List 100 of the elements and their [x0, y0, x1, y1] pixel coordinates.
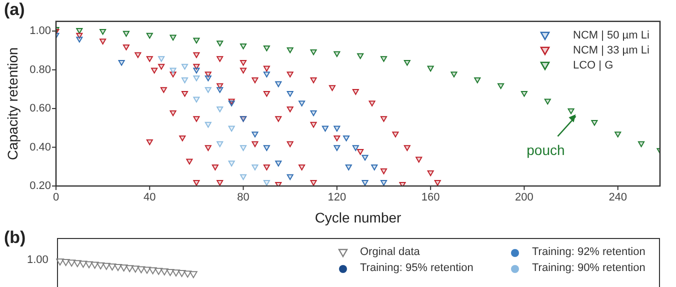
point — [380, 56, 388, 62]
point — [193, 180, 200, 186]
point — [193, 116, 200, 122]
point — [286, 106, 294, 112]
point — [240, 174, 247, 180]
point — [193, 75, 200, 82]
point — [380, 180, 388, 186]
point — [298, 164, 306, 170]
point — [263, 66, 270, 72]
point — [204, 145, 212, 151]
point — [334, 135, 340, 142]
point — [122, 44, 130, 50]
point — [170, 110, 176, 116]
point — [212, 164, 218, 170]
point — [286, 90, 294, 97]
point — [286, 72, 294, 78]
point — [310, 77, 317, 84]
legend-label: Training: 95% retention — [360, 262, 474, 274]
point — [76, 28, 83, 34]
point — [181, 77, 188, 84]
point — [181, 90, 188, 97]
point — [310, 49, 317, 56]
point — [240, 44, 247, 50]
x-axis-title: Cycle number — [314, 209, 402, 226]
point — [368, 100, 376, 106]
x-tick-label: 160 — [421, 192, 440, 204]
point — [216, 83, 224, 90]
y-tick-label: 0.40 — [30, 141, 51, 154]
point — [310, 122, 317, 128]
legend-label: NCM | 33 µm Li — [573, 44, 650, 56]
point — [310, 110, 317, 116]
point — [450, 72, 458, 78]
point — [416, 156, 422, 163]
point — [193, 52, 200, 58]
point — [100, 38, 106, 44]
point — [334, 126, 340, 132]
point — [252, 141, 258, 148]
x-tick-label: 80 — [237, 192, 250, 204]
point — [392, 132, 399, 138]
point — [357, 149, 364, 155]
point — [275, 81, 282, 88]
y-axis-title: Capacity retention — [4, 47, 20, 160]
point — [158, 64, 165, 70]
point — [334, 145, 340, 151]
point — [186, 158, 193, 165]
point — [404, 60, 410, 66]
point — [498, 83, 504, 90]
point — [404, 145, 410, 151]
point — [263, 180, 270, 186]
point — [427, 66, 434, 72]
point — [204, 72, 212, 78]
point — [134, 52, 142, 58]
x-tick-label: 240 — [608, 192, 628, 204]
point — [76, 36, 83, 43]
point — [275, 160, 282, 166]
point — [328, 85, 336, 91]
point — [146, 139, 153, 146]
point — [100, 28, 106, 35]
point — [343, 135, 350, 142]
point — [263, 72, 270, 78]
point — [216, 141, 224, 148]
point — [263, 164, 270, 170]
point — [240, 60, 247, 66]
point — [614, 132, 622, 138]
point — [520, 90, 528, 97]
point — [322, 126, 328, 132]
point — [568, 108, 574, 114]
point — [638, 141, 645, 148]
point — [146, 32, 153, 39]
point — [216, 40, 224, 46]
point — [434, 180, 441, 186]
point — [352, 145, 359, 151]
point — [193, 96, 200, 103]
point — [240, 68, 247, 74]
point — [204, 87, 212, 93]
legend-label: Training: 90% retention — [532, 262, 646, 274]
point — [146, 56, 153, 62]
point — [380, 168, 388, 174]
point — [204, 75, 212, 82]
legend-label: Training: 92% retention — [532, 246, 646, 258]
point — [179, 135, 186, 142]
point — [204, 122, 212, 128]
point — [263, 90, 270, 97]
point — [310, 180, 317, 186]
point — [345, 164, 352, 170]
point — [170, 72, 176, 78]
point — [193, 68, 200, 74]
point — [474, 77, 481, 84]
point — [216, 180, 224, 186]
point — [216, 56, 224, 62]
point — [228, 126, 235, 132]
legend-label: Orginal data — [360, 246, 420, 258]
point — [252, 132, 258, 138]
point — [362, 154, 368, 161]
point — [427, 170, 434, 176]
point — [275, 116, 282, 122]
x-tick-label: 0 — [52, 192, 60, 204]
point — [357, 53, 364, 59]
y-tick-label: 0.80 — [30, 64, 51, 76]
chart-title: (a) — [4, 0, 25, 19]
